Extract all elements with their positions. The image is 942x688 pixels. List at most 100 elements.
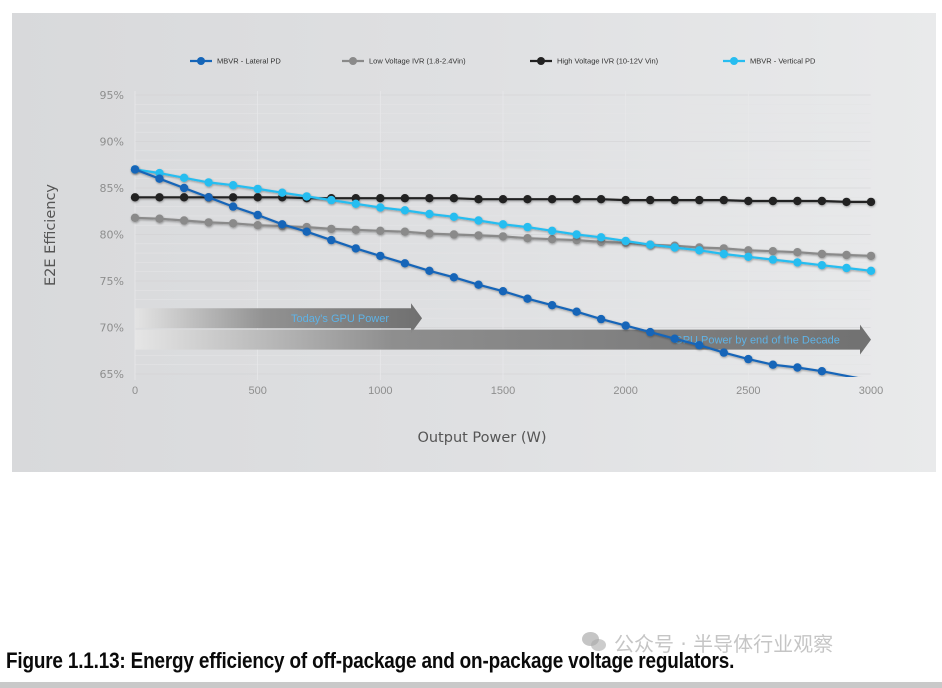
data-point [523,195,532,204]
data-point [547,195,557,204]
arrow-shape [135,324,871,355]
legend-swatch-marker [349,57,357,65]
data-point [572,307,581,316]
legend-item: MBVR - Lateral PD [190,57,281,66]
arrow-label: GPU Power by end of the Decade [674,335,840,347]
x-tick-label: 2500 [736,385,760,397]
y-tick-label: 80% [100,229,124,242]
data-point [523,294,532,303]
chart-panel: 95% 90% 85% 80% 75% 70% 65% 0 500 1000 1500 2000 25… [12,13,936,472]
data-point [425,209,434,219]
data-point [327,235,336,245]
data-point [155,193,164,202]
data-point [719,348,728,357]
data-point [278,220,287,229]
x-axis-title: Output Power (W) [417,430,546,446]
data-point [130,165,140,174]
data-point [572,230,581,239]
data-point [695,246,704,255]
watermark-text: 公众号 · 半导体行业观察 [614,632,834,656]
data-point [449,212,459,221]
y-tick-label: 90% [100,136,124,149]
data-point [523,222,532,232]
data-point [670,243,679,252]
legend-label: High Voltage IVR (10-12V Vin) [557,57,659,66]
data-point [179,193,189,202]
legend-label: MBVR - Lateral PD [217,57,281,66]
data-point [842,197,851,207]
data-point [376,194,385,203]
x-tick-label: 500 [248,385,266,397]
data-point [744,252,753,261]
data-point [817,196,827,206]
data-point [695,341,704,350]
legend-label: MBVR - Vertical PD [750,57,816,66]
data-point [302,192,311,201]
data-point [376,226,385,235]
data-point [498,220,508,229]
series-mbvr-lateral-pd [130,165,859,377]
arrow-label: Today's GPU Power [291,313,389,325]
data-point [204,218,213,227]
y-axis-title: E2E Efficiency [43,184,59,286]
data-point [866,197,876,207]
legend-item: MBVR - Vertical PD [723,57,816,66]
data-point [155,214,164,223]
data-point [155,174,164,183]
data-point [351,199,360,208]
data-point [474,195,483,204]
data-point [351,244,360,253]
data-point [793,363,802,372]
data-point [204,193,213,202]
data-point [449,194,459,203]
data-point [670,334,679,343]
data-point [474,280,483,289]
data-point [400,227,410,236]
data-point [793,196,802,206]
data-point [572,195,581,204]
annotation-arrows: Today's GPU Power GPU Power by end of the… [135,303,871,355]
data-point [866,266,876,275]
data-point [179,183,189,193]
legend-item: High Voltage IVR (10-12V Vin) [530,57,659,66]
data-point [253,193,262,202]
x-tick-label: 0 [132,385,138,397]
x-tick-label: 1500 [491,385,515,397]
arrow-shape [135,303,423,334]
data-point [228,193,238,202]
data-point [376,203,385,212]
decade-gpu-power-arrow: GPU Power by end of the Decade [135,324,871,355]
data-point [793,248,802,257]
data-point [425,266,434,275]
bottom-divider [0,682,942,688]
x-tick-label: 1000 [368,385,392,397]
data-point [744,196,753,206]
data-point [179,216,189,225]
x-tick-label: 2000 [613,385,637,397]
data-point [646,195,655,205]
data-point [204,178,213,187]
wechat-icon [582,631,608,654]
data-point [768,196,778,206]
data-point [474,231,483,240]
y-tick-label: 65% [100,368,124,381]
data-point [596,195,606,204]
data-point [842,263,851,273]
data-point [547,235,557,244]
data-point [253,210,262,220]
data-point [498,287,508,296]
data-point [768,360,778,369]
data-point [278,188,287,197]
data-point [130,213,140,222]
data-point [768,247,778,256]
legend: MBVR - Lateral PD Low Voltage IVR (1.8-2.… [190,57,816,66]
data-point [498,232,508,241]
data-point [302,227,311,236]
data-point [670,195,679,205]
series-group [130,165,876,377]
data-point [253,221,262,230]
data-point [400,259,410,268]
data-point [498,195,508,204]
data-point [646,327,655,337]
data-point [400,194,410,203]
